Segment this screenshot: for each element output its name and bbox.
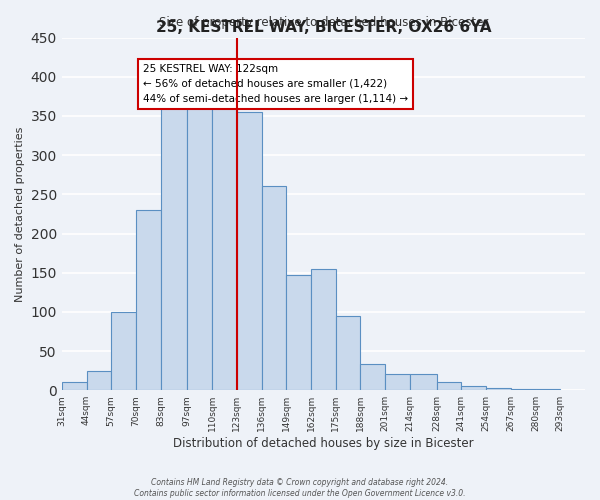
Bar — [311, 269, 336, 390]
Text: Size of property relative to detached houses in Bicester: Size of property relative to detached ho… — [159, 16, 488, 29]
Text: Contains HM Land Registry data © Crown copyright and database right 2024.
Contai: Contains HM Land Registry data © Crown c… — [134, 478, 466, 498]
Bar — [262, 186, 286, 390]
Bar — [361, 364, 385, 390]
Bar — [111, 312, 136, 390]
Bar — [385, 374, 410, 390]
Title: 25, KESTREL WAY, BICESTER, OX26 6YA: 25, KESTREL WAY, BICESTER, OX26 6YA — [155, 20, 491, 35]
Bar — [86, 370, 111, 390]
Bar — [461, 386, 486, 390]
Text: 25 KESTREL WAY: 122sqm
← 56% of detached houses are smaller (1,422)
44% of semi-: 25 KESTREL WAY: 122sqm ← 56% of detached… — [143, 64, 408, 104]
Bar — [237, 112, 262, 390]
Bar — [62, 382, 86, 390]
Bar — [286, 275, 311, 390]
Y-axis label: Number of detached properties: Number of detached properties — [15, 126, 25, 302]
Bar — [187, 98, 212, 390]
Bar — [212, 96, 237, 390]
Bar — [410, 374, 437, 390]
Bar — [336, 316, 361, 390]
X-axis label: Distribution of detached houses by size in Bicester: Distribution of detached houses by size … — [173, 437, 474, 450]
Bar — [437, 382, 461, 390]
Bar — [161, 104, 187, 390]
Bar — [136, 210, 161, 390]
Bar — [486, 388, 511, 390]
